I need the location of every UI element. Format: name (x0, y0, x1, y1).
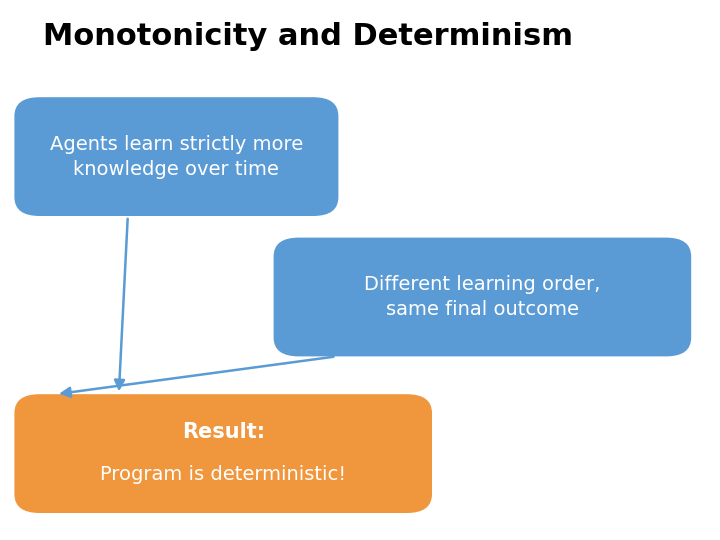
Text: Agents learn strictly more
knowledge over time: Agents learn strictly more knowledge ove… (50, 134, 303, 179)
Text: Different learning order,
same final outcome: Different learning order, same final out… (364, 275, 600, 319)
Text: Result:: Result: (181, 422, 265, 442)
FancyBboxPatch shape (14, 97, 338, 216)
FancyBboxPatch shape (274, 238, 691, 356)
Text: Program is deterministic!: Program is deterministic! (100, 464, 346, 484)
FancyBboxPatch shape (14, 394, 432, 513)
Text: Monotonicity and Determinism: Monotonicity and Determinism (43, 22, 573, 51)
